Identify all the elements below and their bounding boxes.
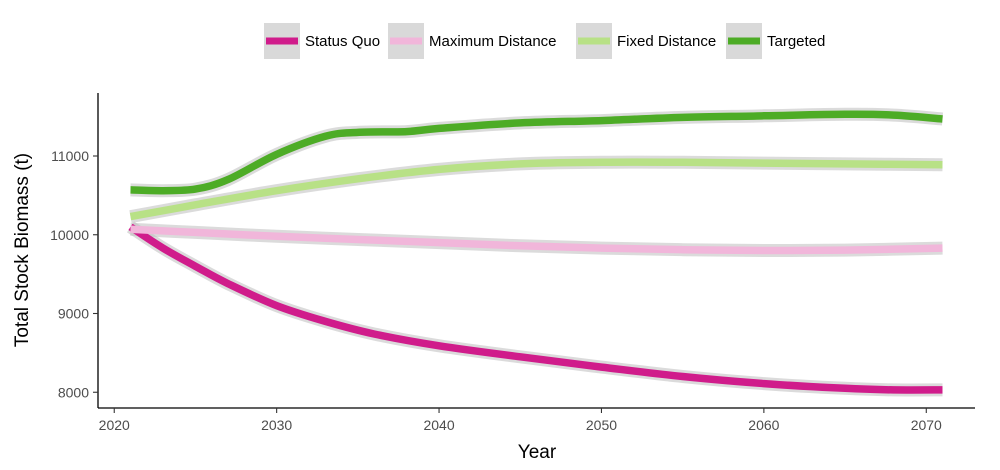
legend-label: Targeted <box>767 33 825 50</box>
series-line-targeted <box>130 110 943 195</box>
x-tick-label: 2070 <box>911 417 942 433</box>
series-line-maximum-distance <box>130 225 943 255</box>
y-tick-label: 11000 <box>51 148 89 164</box>
y-tick-label: 9000 <box>58 306 89 322</box>
legend-label: Fixed Distance <box>617 33 716 50</box>
legend-item-targeted: Targeted <box>726 23 825 59</box>
series-line-fixed-distance <box>129 158 943 221</box>
legend-item-status-quo: Status Quo <box>264 23 380 59</box>
x-axis-title: Year <box>518 442 557 463</box>
x-tick-label: 2030 <box>261 417 292 433</box>
legend-item-fixed-distance: Fixed Distance <box>576 23 716 59</box>
y-axis-title: Total Stock Biomass (t) <box>12 153 33 347</box>
x-tick-label: 2050 <box>586 417 617 433</box>
axes: 2020 2030 2040 2050 2060 2070 8000 9000 10000 110… <box>50 93 975 433</box>
y-tick-label: 8000 <box>58 384 89 400</box>
x-tick-label: 2060 <box>748 417 779 433</box>
x-tick-label: 2040 <box>423 417 454 433</box>
legend: Status Quo Maximum Distance Fixed Distance… <box>264 23 825 59</box>
x-tick-label: 2020 <box>99 417 130 433</box>
y-tick-label: 10000 <box>50 227 89 243</box>
series-lines <box>128 110 943 394</box>
legend-item-maximum-distance: Maximum Distance <box>388 23 557 59</box>
legend-label: Maximum Distance <box>429 33 557 50</box>
series-line-status-quo <box>128 223 943 394</box>
legend-label: Status Quo <box>305 33 380 50</box>
